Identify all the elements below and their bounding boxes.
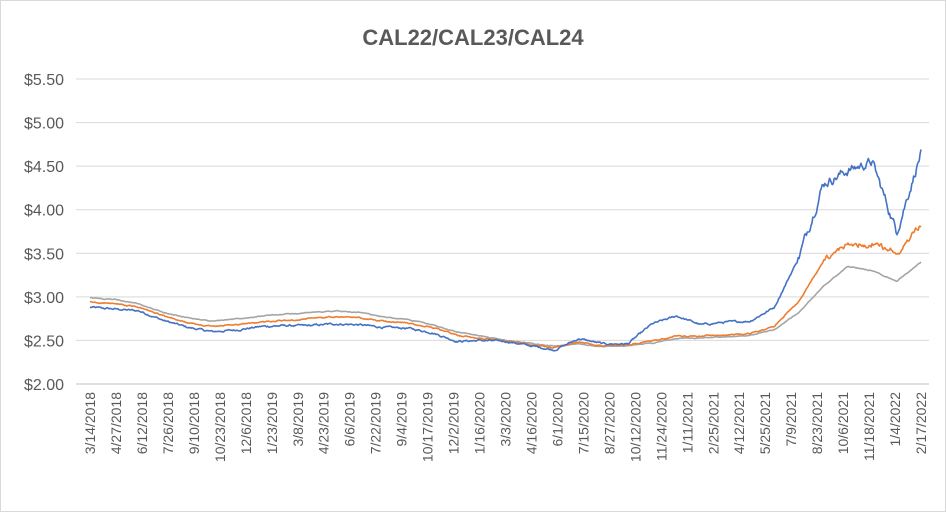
x-tick-label: 4/23/2019 <box>316 392 332 454</box>
x-tick-label: 5/25/2021 <box>757 392 773 454</box>
y-tick-label: $2.00 <box>24 377 64 394</box>
x-tick-label: 3/14/2018 <box>82 392 98 454</box>
x-axis-ticks: 3/14/2018 4/27/2018 6/12/2018 7/26/2018 9/10… <box>82 392 929 462</box>
x-tick-label: 6/1/2020 <box>549 392 565 447</box>
x-tick-label: 9/4/2019 <box>394 392 410 447</box>
y-tick-label: $5.00 <box>24 116 64 133</box>
x-tick-label: 10/23/2018 <box>212 392 228 462</box>
x-tick-label: 1/11/2021 <box>679 392 695 453</box>
x-tick-label: 11/24/2020 <box>653 392 669 461</box>
y-tick-label: $3.00 <box>24 290 64 307</box>
x-tick-label: 2/25/2021 <box>705 392 721 454</box>
y-axis-ticks: $2.00 $2.50 $3.00 $3.50 $4.00 $4.50 $5.00 $5.50 <box>24 72 64 394</box>
y-tick-label: $4.00 <box>24 203 64 220</box>
x-tick-label: 7/22/2019 <box>368 392 384 454</box>
x-tick-label: 6/12/2018 <box>134 392 150 454</box>
gridlines <box>76 78 929 341</box>
x-tick-label: 4/12/2021 <box>731 392 747 454</box>
x-tick-label: 7/26/2018 <box>160 392 176 454</box>
x-tick-label: 9/10/2018 <box>186 392 202 454</box>
x-tick-label: 6/6/2019 <box>342 392 358 447</box>
x-tick-label: 12/6/2018 <box>238 392 254 454</box>
x-tick-label: 3/3/2020 <box>498 392 514 447</box>
x-tick-label: 7/15/2020 <box>575 392 591 454</box>
x-tick-label: 3/8/2019 <box>290 392 306 447</box>
y-tick-label: $3.50 <box>24 246 64 263</box>
x-tick-label: 8/27/2020 <box>601 392 617 454</box>
x-tick-label: 2/17/2022 <box>913 392 929 454</box>
y-tick-label: $2.50 <box>24 333 64 350</box>
x-tick-label: 1/4/2022 <box>887 392 903 447</box>
y-tick-label: $4.50 <box>24 159 64 176</box>
series-line-3 <box>89 261 922 348</box>
x-tick-label: 10/6/2021 <box>835 392 851 454</box>
x-tick-label: 8/23/2021 <box>809 392 825 454</box>
x-tick-label: 10/17/2019 <box>420 392 436 462</box>
series-line-1 <box>89 149 922 352</box>
x-tick-label: 4/27/2018 <box>108 392 124 454</box>
x-tick-label: 4/16/2020 <box>523 392 539 454</box>
series-lines <box>89 149 922 352</box>
x-tick-label: 7/9/2021 <box>783 392 799 447</box>
series-line-2 <box>89 225 922 349</box>
x-tick-label: 1/16/2020 <box>472 392 488 454</box>
x-tick-label: 12/2/2019 <box>446 392 462 454</box>
x-tick-label: 10/12/2020 <box>627 392 643 462</box>
x-tick-label: 1/23/2019 <box>264 392 280 454</box>
x-tick-label: 11/18/2021 <box>861 392 877 461</box>
y-tick-label: $5.50 <box>24 72 64 89</box>
chart-title: CAL22/CAL23/CAL24 <box>362 25 584 50</box>
